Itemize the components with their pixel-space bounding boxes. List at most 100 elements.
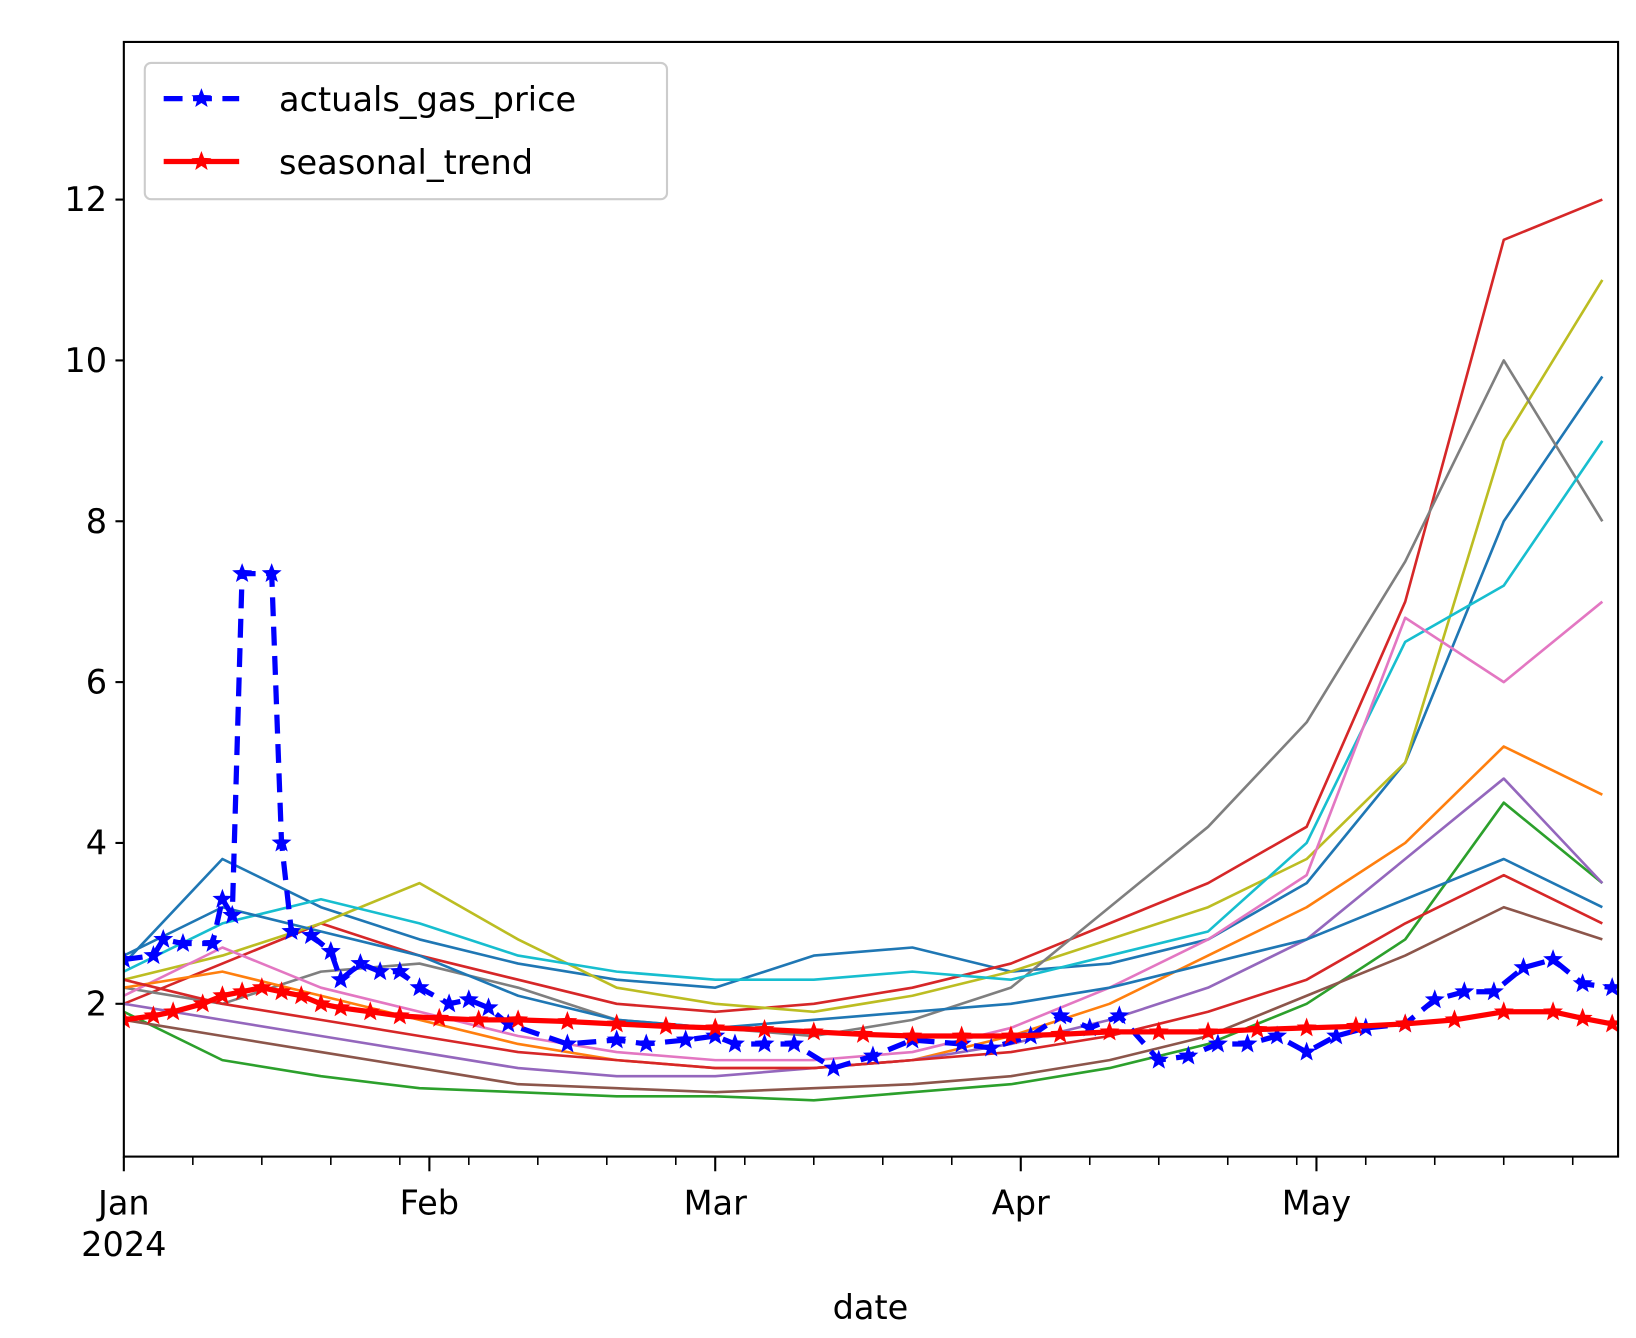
marker xyxy=(724,1033,745,1053)
marker xyxy=(557,1033,578,1053)
legend-label: actuals_gas_price xyxy=(279,80,576,119)
marker xyxy=(803,1021,824,1041)
marker xyxy=(1543,1001,1564,1021)
marker xyxy=(1148,1021,1169,1041)
simulation-line xyxy=(123,873,1603,1070)
marker xyxy=(1543,949,1564,969)
legend-label: seasonal_trend xyxy=(279,143,533,182)
marker xyxy=(1444,1009,1465,1029)
marker xyxy=(261,563,282,582)
marker xyxy=(1198,1021,1219,1041)
marker xyxy=(232,563,253,582)
marker xyxy=(655,1015,676,1035)
marker xyxy=(1000,1025,1021,1045)
x-tick-label: Mar xyxy=(684,1183,748,1222)
marker xyxy=(823,1057,844,1077)
marker xyxy=(153,928,174,948)
marker xyxy=(606,1013,627,1033)
marker xyxy=(1395,1013,1416,1033)
x-tick-label: May xyxy=(1282,1183,1351,1222)
marker xyxy=(439,993,460,1013)
marker xyxy=(1454,981,1475,1001)
marker xyxy=(1109,1005,1130,1025)
marker xyxy=(557,1011,578,1030)
marker xyxy=(1572,973,1593,993)
marker xyxy=(1237,1033,1258,1053)
marker xyxy=(784,1033,805,1053)
marker xyxy=(173,933,193,952)
marker xyxy=(1148,1049,1169,1069)
marker xyxy=(1079,1017,1100,1037)
legend-marker xyxy=(191,88,212,108)
marker xyxy=(301,924,322,944)
simulation-line xyxy=(123,440,1604,982)
y-tick-label: 6 xyxy=(86,663,107,702)
marker xyxy=(1483,981,1504,1001)
marker xyxy=(458,989,479,1009)
marker xyxy=(281,920,302,940)
y-tick-label: 4 xyxy=(86,823,107,862)
marker xyxy=(951,1033,972,1053)
y-tick-label: 2 xyxy=(86,984,107,1023)
marker xyxy=(1050,1005,1071,1025)
marker xyxy=(636,1033,657,1053)
marker xyxy=(468,1009,489,1029)
marker xyxy=(1326,1025,1347,1045)
marker xyxy=(1267,1025,1288,1045)
marker xyxy=(1247,1019,1268,1038)
marker xyxy=(981,1037,1002,1057)
marker xyxy=(370,961,391,981)
marker xyxy=(1602,1013,1619,1033)
marker xyxy=(143,945,164,965)
marker xyxy=(705,1017,726,1037)
marker xyxy=(498,1013,519,1033)
axes-frame xyxy=(122,40,1620,1158)
marker xyxy=(508,1009,529,1029)
marker xyxy=(320,941,341,960)
marker xyxy=(478,997,499,1017)
marker xyxy=(330,997,351,1017)
marker xyxy=(212,888,233,908)
marker xyxy=(951,1025,972,1045)
marker xyxy=(311,993,331,1013)
marker xyxy=(1050,1023,1071,1043)
y-tick-label: 10 xyxy=(64,341,107,380)
x-tick-label: Jan 2024 xyxy=(81,1183,166,1264)
marker xyxy=(1099,1021,1120,1041)
marker xyxy=(212,985,233,1005)
marker xyxy=(389,961,410,981)
x-tick-label: Feb xyxy=(400,1183,459,1222)
marker xyxy=(291,985,312,1005)
marker xyxy=(389,1005,410,1025)
marker xyxy=(862,1045,883,1065)
marker xyxy=(902,1025,923,1045)
marker xyxy=(754,1019,775,1038)
marker xyxy=(271,832,292,852)
marker xyxy=(705,1025,726,1045)
legend-box xyxy=(143,61,669,201)
marker xyxy=(1345,1015,1366,1035)
marker xyxy=(1207,1033,1228,1053)
marker xyxy=(1178,1045,1199,1065)
marker xyxy=(606,1029,627,1049)
marker xyxy=(271,981,292,1001)
marker xyxy=(123,1009,134,1029)
marker xyxy=(409,977,430,997)
marker xyxy=(143,1005,164,1025)
marker xyxy=(330,969,351,989)
simulation-line xyxy=(123,600,1604,1062)
marker xyxy=(163,1001,184,1021)
marker xyxy=(1493,1001,1514,1021)
marker xyxy=(192,993,213,1013)
marker xyxy=(1296,1041,1317,1061)
marker xyxy=(1513,957,1534,977)
marker xyxy=(232,981,253,1001)
marker xyxy=(853,1023,874,1043)
simulation-line xyxy=(123,801,1604,1102)
marker xyxy=(123,949,134,969)
plot-area xyxy=(123,198,1619,1102)
simulation-line xyxy=(123,279,1604,1014)
marker xyxy=(1572,1007,1593,1027)
simulation-line xyxy=(123,857,1603,1030)
x-tick-label: Apr xyxy=(992,1183,1050,1222)
